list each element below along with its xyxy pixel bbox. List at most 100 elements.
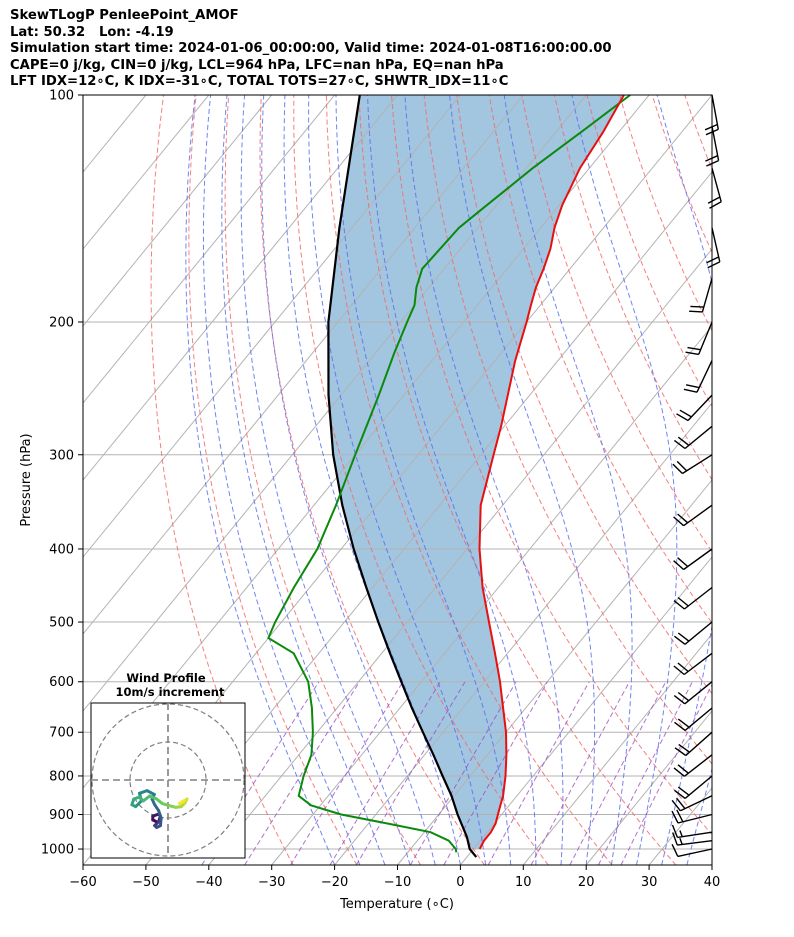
x-tick-label: 0 — [456, 875, 464, 890]
isotherm-line — [83, 95, 84, 96]
isotherm-line — [334, 402, 712, 865]
y-tick-label: 1000 — [41, 843, 74, 858]
dry-adiabat-line — [684, 95, 712, 171]
dry-adiabat-line — [391, 95, 712, 836]
dry-adiabat-line — [750, 95, 794, 865]
wind-barb — [673, 621, 713, 645]
isotherm-line — [522, 633, 712, 865]
mixing-ratio-line — [487, 681, 590, 865]
moist-adiabats — [185, 95, 712, 865]
mixing-ratio-line — [443, 681, 548, 865]
wind-barb — [673, 652, 713, 676]
dry-adiabats — [150, 95, 794, 865]
wind-barb — [674, 731, 713, 757]
wind-barb — [706, 227, 721, 269]
moist-adiabat-line — [203, 95, 361, 865]
isotherm-line — [83, 95, 398, 481]
dry-adiabat-line — [717, 95, 794, 865]
dry-adiabat-line — [325, 95, 613, 865]
dry-adiabat-line — [783, 95, 794, 865]
wind-barb — [671, 795, 713, 812]
dewpoint-line — [267, 95, 631, 853]
hodograph-segment — [177, 799, 186, 806]
isotherm-line — [271, 325, 712, 865]
hodograph-trace — [130, 789, 189, 829]
isotherm-line — [648, 787, 712, 865]
moist-adiabat-line — [503, 95, 633, 865]
wind-barb — [672, 832, 713, 846]
x-tick-label: −40 — [195, 875, 222, 890]
hodograph-ring — [91, 703, 245, 857]
mixing-ratio-line — [597, 681, 693, 865]
indices-line: LFT IDX=12∘C, K IDX=-31∘C, TOTAL TOTS=27… — [10, 74, 509, 89]
temperature-parcel-fill — [328, 95, 624, 849]
wind-barb — [673, 681, 713, 705]
dry-adiabat-line — [488, 95, 712, 624]
x-tick-label: −10 — [384, 875, 411, 890]
chart-title: SkewTLogP PenleePoint_AMOF — [10, 8, 239, 23]
moist-adiabat-line — [261, 95, 436, 865]
wind-barb — [676, 394, 713, 422]
moist-adiabat-line — [571, 95, 678, 865]
moist-adiabat-line — [686, 767, 712, 865]
wind-barb — [673, 754, 713, 777]
mixing-ratio-line — [355, 681, 466, 865]
isotherm-line — [83, 95, 587, 712]
dry-adiabat-line — [150, 95, 294, 865]
dry-adiabat-line — [293, 95, 549, 865]
wind-barb — [683, 360, 713, 393]
y-tick-label: 600 — [49, 675, 74, 690]
wind-barb — [685, 321, 713, 356]
x-tick-label: −50 — [132, 875, 159, 890]
y-axis-ticks: 1000 900 800 700 600 500 400 300 200 100 — [41, 89, 83, 858]
hodograph-inset: Wind Profile 10m/s increment — [90, 671, 246, 859]
isotherm-line — [208, 248, 712, 865]
y-tick-label: 800 — [49, 769, 74, 784]
moist-adiabat-line — [308, 95, 487, 865]
moist-adiabat-line — [283, 95, 461, 865]
y-axis-label: Pressure (hPa) — [19, 433, 34, 526]
isotherm-line — [83, 95, 461, 558]
mixing-ratio-line — [620, 683, 712, 865]
moist-adiabat-line — [656, 95, 712, 865]
wind-barb — [705, 126, 720, 167]
wind-barb — [673, 504, 713, 527]
wind-barb — [674, 775, 713, 799]
location-line: Lat: 50.32 Lon: -4.19 — [10, 24, 174, 40]
moist-adiabat-line — [221, 95, 386, 865]
moist-adiabat-line — [335, 95, 512, 865]
y-tick-label: 300 — [49, 448, 74, 463]
x-axis-label: Temperature (∘C) — [339, 897, 454, 912]
x-tick-label: −30 — [258, 875, 285, 890]
wind-barb — [672, 454, 713, 475]
hodograph-subtitle: 10m/s increment — [116, 685, 225, 699]
wind-barb — [671, 824, 713, 839]
y-tick-label: 200 — [49, 315, 74, 330]
x-tick-label: −20 — [321, 875, 348, 890]
isotherm-line — [397, 479, 712, 865]
parcel-profile-line — [327, 95, 478, 858]
dry-adiabat-line — [619, 95, 712, 332]
chart-header: SkewTLogP PenleePoint_AMOF Lat: 50.32 Lo… — [10, 8, 612, 91]
wind-barb — [673, 586, 713, 610]
dry-adiabat-line — [188, 95, 358, 865]
dry-adiabat-line — [423, 95, 712, 765]
cape-line: CAPE=0 j/kg, CIN=0 j/kg, LCL=964 hPa, LF… — [10, 57, 504, 73]
dry-adiabat-line — [358, 95, 677, 865]
temperature-line — [478, 95, 625, 850]
wind-barb — [689, 278, 713, 313]
isotherm-line — [145, 171, 712, 865]
dry-adiabat-line — [521, 95, 712, 553]
isotherm-line — [460, 556, 712, 865]
isotherm-line — [83, 95, 210, 250]
x-tick-label: 40 — [704, 875, 721, 890]
time-line: Simulation start time: 2024-01-06_00:00:… — [10, 41, 612, 56]
x-axis-ticks: −60 −50 −40 −30 −20 −10 0 10 20 30 40 — [69, 865, 720, 890]
wind-barb — [673, 548, 713, 571]
wind-barb — [704, 94, 719, 136]
x-tick-label: 30 — [641, 875, 658, 890]
mixing-ratio-line — [530, 681, 630, 865]
moist-adiabat-line — [404, 95, 564, 865]
plot-area — [83, 95, 794, 865]
